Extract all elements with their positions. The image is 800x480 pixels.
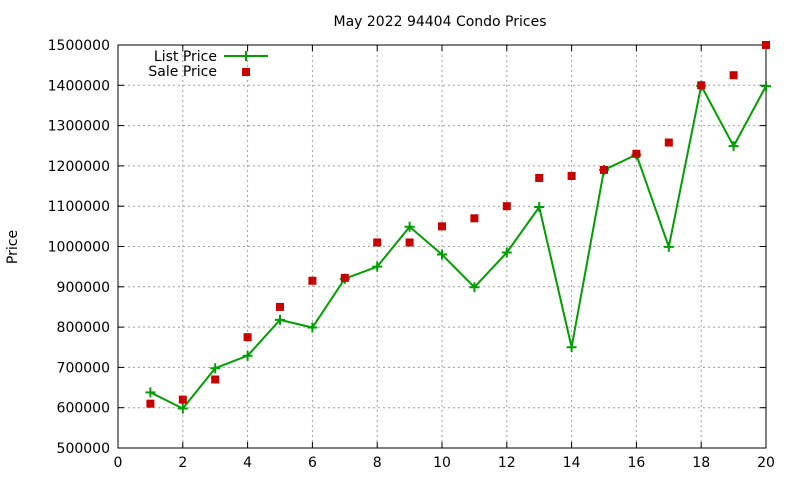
x-tick-label: 12 <box>498 455 516 471</box>
y-tick-label: 1300000 <box>48 119 110 135</box>
sale-price-point <box>664 138 673 147</box>
grid <box>118 45 766 448</box>
sale-price-point <box>438 222 446 231</box>
list-price-point <box>663 241 674 252</box>
x-tick-label: 20 <box>757 455 775 471</box>
y-tick-label: 1500000 <box>48 38 110 54</box>
list-price-line <box>149 82 767 410</box>
list-price-point <box>437 249 447 260</box>
list-price-point <box>404 221 415 232</box>
legend-label-sale-price: Sale Price <box>148 64 217 80</box>
y-tick-labels: 500000 600000 700000 800000 900000 1000000 110… <box>48 38 110 457</box>
y-tick-label: 1200000 <box>48 159 110 175</box>
sale-price-point <box>535 173 544 182</box>
sale-price-point <box>470 214 479 223</box>
sale-price-point <box>276 302 284 311</box>
x-tick-label: 0 <box>114 455 123 471</box>
sale-price-point <box>308 276 317 285</box>
sale-price-point <box>632 149 641 158</box>
x-tick-label: 6 <box>308 455 317 471</box>
x-tick-label: 2 <box>178 455 187 471</box>
x-tick-labels: 0 2 4 6 8 10 12 14 16 18 20 <box>114 455 775 471</box>
y-tick-label: 800000 <box>57 320 110 336</box>
x-tick-label: 16 <box>627 455 645 471</box>
legend-marker-list-price <box>241 51 251 61</box>
sale-price-point <box>697 81 706 90</box>
series-layer <box>145 41 771 414</box>
sale-price-point <box>373 238 382 247</box>
list-price-point <box>534 202 545 213</box>
y-tick-label: 700000 <box>57 360 110 376</box>
y-tick-label: 1100000 <box>48 199 110 215</box>
y-tick-label: 500000 <box>57 441 110 457</box>
sale-price-point <box>340 273 349 282</box>
list-price-point <box>761 81 771 92</box>
list-price-point <box>275 314 285 325</box>
x-tick-label: 14 <box>563 455 581 471</box>
list-price-point <box>307 322 318 333</box>
plot-frame <box>117 44 767 449</box>
sale-price-point <box>211 375 220 384</box>
list-price-point <box>177 403 188 414</box>
legend-marker-sale-price <box>242 68 250 76</box>
sale-price-point <box>146 399 155 408</box>
legend: List Price Sale Price <box>148 49 268 80</box>
list-price-point <box>145 387 156 398</box>
list-price-point <box>501 247 512 258</box>
list-price-point <box>372 261 383 272</box>
list-price-point <box>469 282 480 293</box>
y-tick-label: 1000000 <box>48 240 110 256</box>
sale-price-point <box>600 165 608 174</box>
list-price-point <box>210 363 221 374</box>
x-tick-label: 4 <box>243 455 252 471</box>
y-tick-label: 1400000 <box>48 78 110 94</box>
y-tick-label: 900000 <box>57 280 110 296</box>
x-tick-label: 18 <box>692 455 710 471</box>
legend-label-list-price: List Price <box>154 49 217 65</box>
list-price-point <box>242 350 253 361</box>
y-tick-label: 600000 <box>57 401 110 417</box>
sale-price-point <box>178 395 187 404</box>
sale-price-point <box>243 333 252 342</box>
sale-price-point <box>502 202 511 211</box>
sale-price-point <box>762 41 770 49</box>
sale-price-point <box>405 238 414 247</box>
x-tick-label: 10 <box>433 455 451 471</box>
sale-price-point <box>729 71 738 80</box>
chart-title: May 2022 94404 Condo Prices <box>333 14 546 30</box>
list-price-point <box>566 342 577 353</box>
list-price-point <box>728 141 739 152</box>
y-axis-label: Price <box>5 230 21 264</box>
x-tick-label: 8 <box>373 455 382 471</box>
sale-price-point <box>567 171 576 180</box>
